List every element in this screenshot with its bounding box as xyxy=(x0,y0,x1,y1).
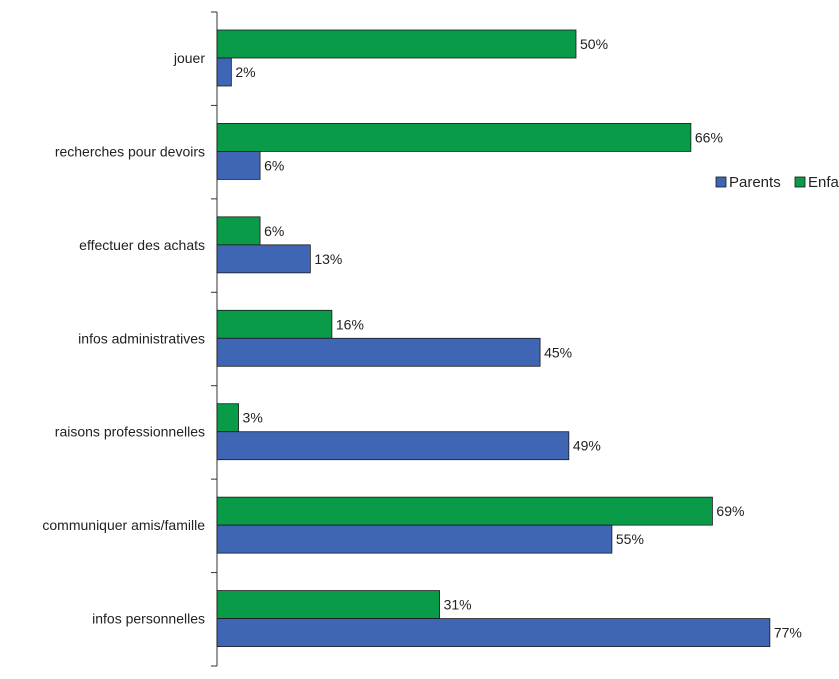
category-label-infos-administratives: infos administratives xyxy=(78,330,205,346)
labels: jouer 50% 2% recherches pour devoirs 66% 6% ef… xyxy=(42,36,802,641)
legend-label-enfants: Enfants xyxy=(808,174,839,191)
bar-enfants-infos-administratives xyxy=(216,309,333,339)
value-label-enfants-communiquer-amis-famille: 69% xyxy=(716,503,744,519)
bar-enfants-effectuer-des-achats xyxy=(216,216,261,246)
value-label-enfants-infos-personnelles: 31% xyxy=(444,597,472,613)
bar-parents-infos-administratives xyxy=(216,337,541,367)
bar-enfants-infos-personnelles xyxy=(216,590,440,619)
bar-parents-communiquer-amis-famille xyxy=(216,524,613,554)
bar-enfants-raisons-professionnelles xyxy=(216,403,239,433)
category-label-effectuer-des-achats: effectuer des achats xyxy=(79,237,205,253)
bar-enfants-communiquer-amis-famille xyxy=(216,496,713,526)
bar-parents-effectuer-des-achats xyxy=(216,244,311,274)
value-label-enfants-jouer: 50% xyxy=(580,36,608,52)
bar-enfants-recherches-pour-devoirs xyxy=(216,123,692,152)
legend: Parents Enfants xyxy=(715,174,839,191)
legend-label-parents: Parents xyxy=(729,174,781,191)
category-label-infos-personnelles: infos personnelles xyxy=(92,611,205,627)
bar-parents-jouer xyxy=(216,57,232,87)
bars xyxy=(216,29,771,647)
category-label-recherches-pour-devoirs: recherches pour devoirs xyxy=(55,143,205,159)
value-label-parents-infos-administratives: 45% xyxy=(544,344,572,360)
category-label-jouer: jouer xyxy=(173,50,205,66)
value-label-parents-jouer: 2% xyxy=(235,64,255,80)
legend-swatch-parents xyxy=(715,176,727,188)
bar-parents-recherches-pour-devoirs xyxy=(216,151,261,180)
category-label-communiquer-amis-famille: communiquer amis/famille xyxy=(42,517,205,533)
value-label-parents-communiquer-amis-famille: 55% xyxy=(616,531,644,547)
value-label-enfants-recherches-pour-devoirs: 66% xyxy=(695,129,723,145)
value-label-parents-raisons-professionnelles: 49% xyxy=(573,438,601,454)
value-label-enfants-infos-administratives: 16% xyxy=(336,316,364,332)
value-label-parents-recherches-pour-devoirs: 6% xyxy=(264,157,284,173)
value-label-parents-infos-personnelles: 77% xyxy=(774,625,802,641)
y-axis xyxy=(211,11,218,667)
value-label-enfants-effectuer-des-achats: 6% xyxy=(264,223,284,239)
bar-enfants-jouer xyxy=(216,29,577,59)
category-label-raisons-professionnelles: raisons professionnelles xyxy=(55,424,205,440)
bar-parents-infos-personnelles xyxy=(216,618,771,647)
value-label-parents-effectuer-des-achats: 13% xyxy=(314,251,342,267)
bar-parents-raisons-professionnelles xyxy=(216,431,570,461)
legend-swatch-enfants xyxy=(794,176,806,188)
value-label-enfants-raisons-professionnelles: 3% xyxy=(243,410,263,426)
